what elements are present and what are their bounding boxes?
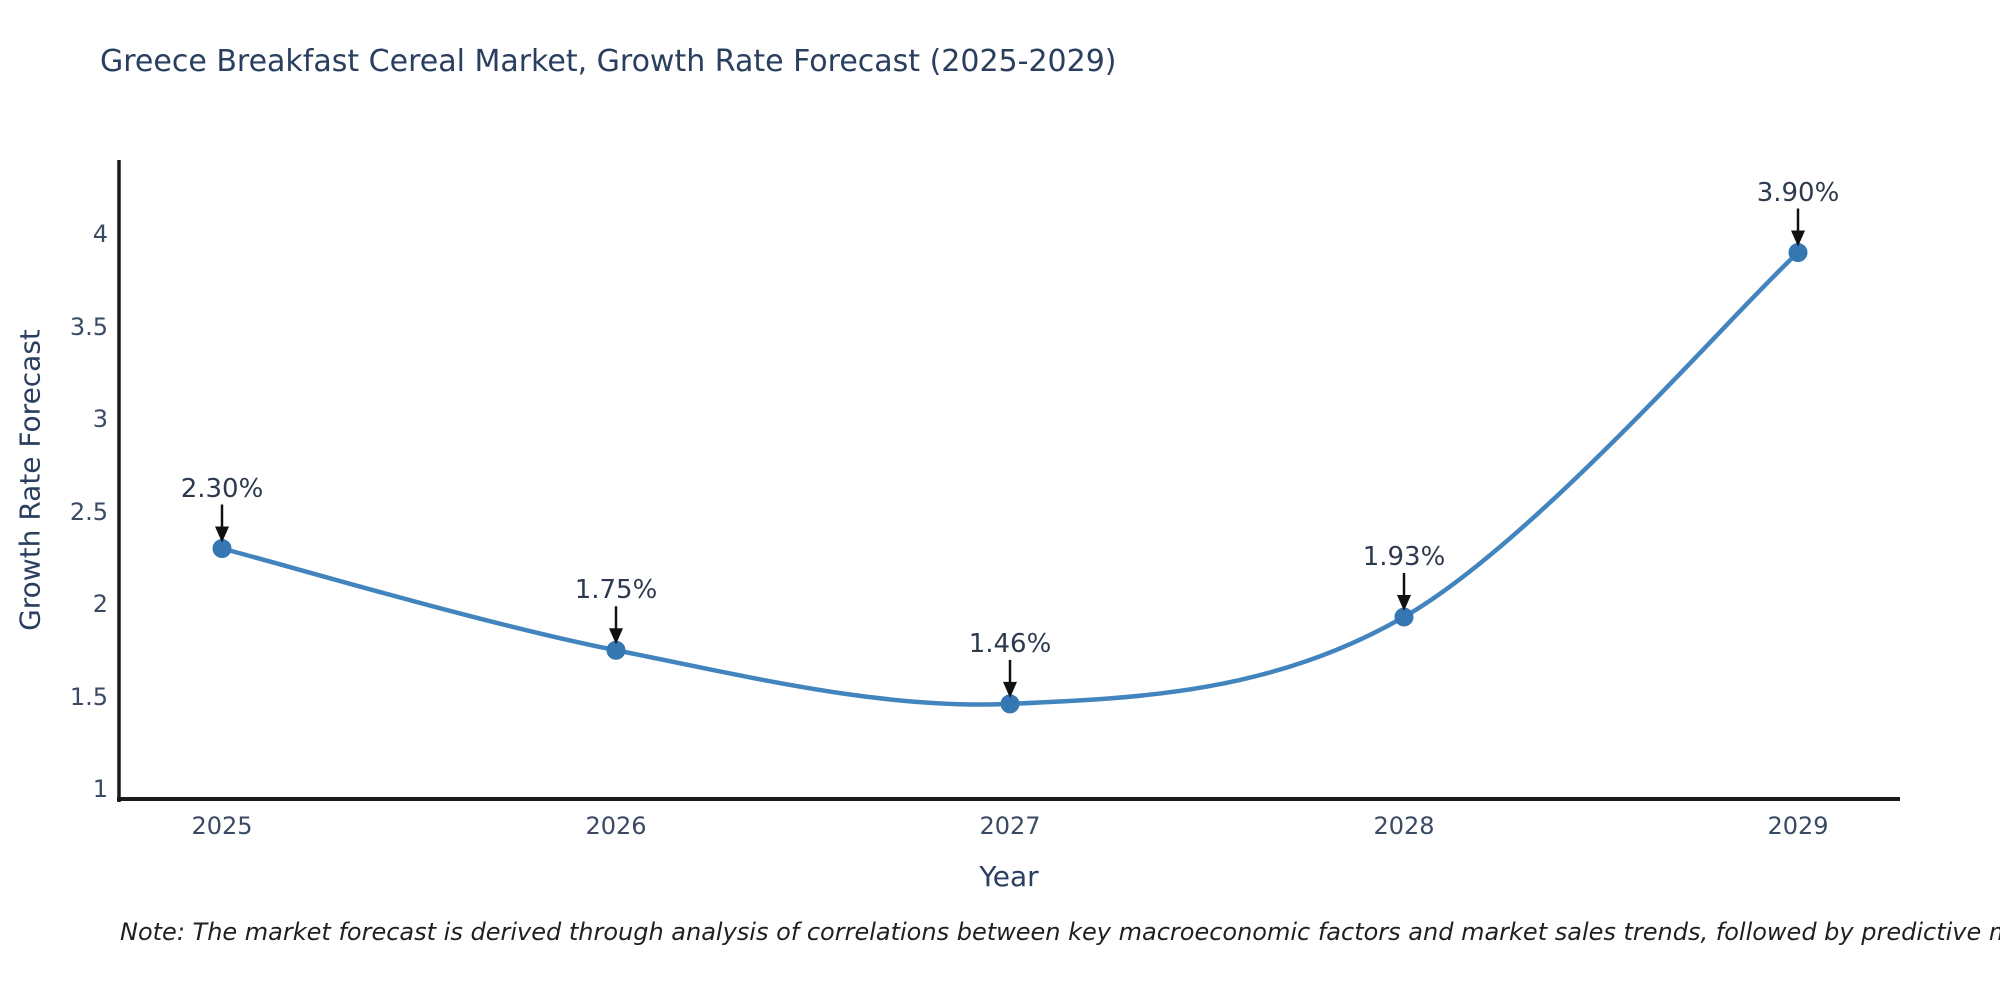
point-value-annotation-2027: 1.46% [968,628,1052,659]
annotation-arrowhead-icon [1003,681,1017,698]
y-tick-label-2: 2 [92,590,108,618]
annotation-arrowhead-icon [215,526,229,543]
x-tick-label-2028: 2028 [1373,812,1435,840]
point-value-annotation-2028: 1.93% [1362,541,1446,572]
y-axis-title: Growth Rate Forecast [13,329,47,631]
x-tick-label-2027: 2027 [979,812,1041,840]
forecast-line-series[interactable] [219,250,1801,707]
annotation-arrowhead-icon [1397,594,1411,611]
annotation-arrowhead-icon [1791,230,1805,247]
y-tick-label-2.5: 2.5 [69,497,108,526]
annotation-arrowhead-icon [609,628,623,645]
y-tick-label-4: 4 [92,220,108,248]
x-tick-label-2026: 2026 [585,812,647,840]
y-tick-label-3: 3 [92,405,108,433]
chart-title: Greece Breakfast Cereal Market, Growth R… [100,44,1117,79]
x-axis-title: Year [979,860,1039,893]
point-value-annotation-2029: 3.90% [1756,177,1840,208]
footnote: Note: The market forecast is derived thr… [120,918,2000,946]
y-tick-label-1: 1 [92,775,108,803]
y-tick-label-3.5: 3.5 [69,312,108,341]
x-tick-label-2025: 2025 [191,812,253,840]
y-tick-label-1.5: 1.5 [69,682,108,711]
point-value-annotation-2025: 2.30% [180,473,264,504]
x-tick-label-2029: 2029 [1767,812,1829,840]
point-value-annotation-2026: 1.75% [574,575,658,606]
